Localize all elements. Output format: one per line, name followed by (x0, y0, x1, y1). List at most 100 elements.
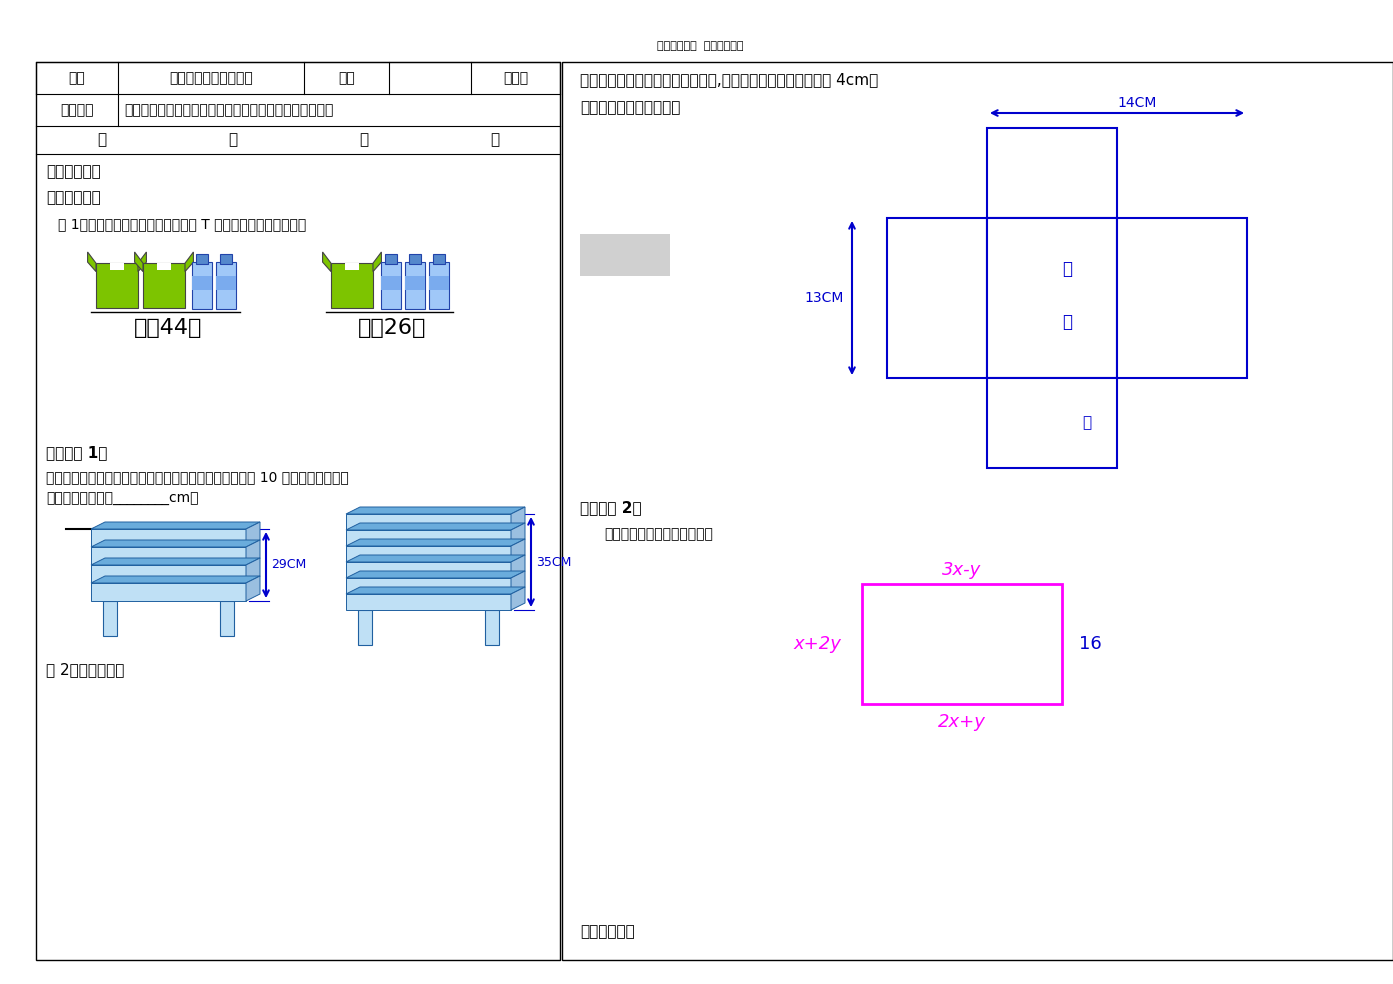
Bar (988, 218, 1117, 378)
Bar (988, 378, 1117, 468)
Bar (1117, 218, 1247, 378)
Text: 反馈练习 1：: 反馈练习 1： (46, 446, 107, 461)
Bar (988, 128, 1117, 218)
Text: 二元一次方程组的应用: 二元一次方程组的应用 (169, 71, 254, 85)
Bar (405, 276, 425, 289)
Text: 求这种药品包装盒的体积: 求这种药品包装盒的体积 (579, 100, 680, 115)
Polygon shape (247, 576, 260, 601)
Text: 过: 过 (359, 133, 368, 148)
Bar (485, 610, 499, 645)
Polygon shape (247, 558, 260, 583)
Bar (429, 276, 449, 289)
Bar (561, 62, 1393, 960)
Text: 求长方形各边的长度及其面积: 求长方形各边的长度及其面积 (605, 527, 713, 541)
Bar (192, 276, 212, 289)
Text: 共计44元: 共计44元 (134, 318, 202, 338)
Bar (345, 530, 511, 546)
Polygon shape (247, 522, 260, 547)
Polygon shape (511, 555, 525, 578)
Polygon shape (511, 587, 525, 610)
Polygon shape (511, 507, 525, 530)
Polygon shape (345, 571, 525, 578)
Polygon shape (345, 555, 525, 562)
Text: 共计26元: 共计26元 (358, 318, 426, 338)
Text: 35CM: 35CM (536, 556, 571, 569)
Polygon shape (135, 252, 143, 272)
Text: 例 1：根据图中给出的信息，求每件 T 恤和每瓶矿泉水的价格。: 例 1：根据图中给出的信息，求每件 T 恤和每瓶矿泉水的价格。 (59, 217, 306, 231)
Polygon shape (138, 252, 146, 272)
Bar (220, 254, 233, 264)
Polygon shape (88, 252, 96, 272)
Polygon shape (220, 598, 240, 601)
Text: 某种药品包装盒的侧面展开图所示,如果长方体盒子的长比宽多 4cm，: 某种药品包装盒的侧面展开图所示,如果长方体盒子的长比宽多 4cm， (579, 73, 878, 88)
Bar (344, 263, 359, 270)
Text: 长: 长 (1061, 313, 1073, 331)
Bar (103, 601, 117, 636)
Bar (345, 514, 511, 530)
Polygon shape (358, 607, 378, 610)
Text: 3x-y: 3x-y (943, 561, 982, 579)
Text: 程: 程 (490, 133, 499, 148)
Bar (46, 442, 128, 464)
Polygon shape (511, 523, 525, 546)
Polygon shape (345, 587, 525, 594)
Text: 个人收集整理  勿做商业用途: 个人收集整理 勿做商业用途 (656, 41, 744, 51)
Text: 课时: 课时 (338, 71, 355, 85)
Text: 在一起时，高度是________cm。: 在一起时，高度是________cm。 (46, 492, 198, 506)
Text: 高: 高 (1082, 415, 1092, 430)
Polygon shape (511, 539, 525, 562)
Polygon shape (511, 571, 525, 594)
Polygon shape (345, 539, 525, 546)
Text: 一．情景引入: 一．情景引入 (46, 164, 100, 179)
Bar (332, 263, 373, 308)
Bar (110, 263, 124, 270)
Bar (345, 578, 511, 594)
Bar (429, 263, 449, 309)
Bar (216, 263, 235, 309)
Bar (91, 565, 247, 583)
Bar (91, 529, 247, 547)
Text: 主备人: 主备人 (503, 71, 528, 85)
Text: 三、课堂小结: 三、课堂小结 (579, 925, 635, 940)
Bar (220, 601, 234, 636)
Bar (358, 610, 372, 645)
Text: 2x+y: 2x+y (937, 713, 986, 731)
Bar (91, 547, 247, 565)
Polygon shape (485, 607, 504, 610)
Polygon shape (323, 252, 332, 272)
Text: x+2y: x+2y (793, 635, 841, 653)
Bar (410, 254, 421, 264)
Polygon shape (247, 540, 260, 565)
Polygon shape (345, 523, 525, 530)
Bar (156, 263, 171, 270)
Bar (96, 263, 138, 308)
Bar (382, 276, 401, 289)
Text: 14CM: 14CM (1117, 96, 1156, 110)
Bar (405, 263, 425, 309)
Text: 反馈练习 2：: 反馈练习 2： (579, 501, 642, 516)
Bar (382, 263, 401, 309)
Bar (887, 218, 988, 378)
Bar (579, 234, 670, 276)
Text: 习: 习 (228, 133, 237, 148)
Bar (345, 562, 511, 578)
Polygon shape (91, 540, 260, 547)
Bar (579, 497, 662, 519)
Text: 13CM: 13CM (805, 291, 844, 305)
Polygon shape (91, 558, 260, 565)
Bar (36, 62, 560, 960)
Polygon shape (103, 598, 123, 601)
Bar (384, 254, 397, 264)
Text: 学习目标: 学习目标 (60, 103, 93, 117)
Text: 例 2：（中考题）: 例 2：（中考题） (46, 662, 124, 678)
Polygon shape (91, 576, 260, 583)
Text: 二．探究新知: 二．探究新知 (46, 191, 100, 206)
Bar (192, 263, 212, 309)
Text: 学: 学 (98, 133, 106, 148)
Bar (143, 263, 185, 308)
Text: 掌握利用图表中的信息列二元一次方程组解应用题的方法: 掌握利用图表中的信息列二元一次方程组解应用题的方法 (124, 103, 333, 117)
Text: 课题: 课题 (68, 71, 85, 85)
Bar (196, 254, 208, 264)
Polygon shape (345, 507, 525, 514)
Text: 29CM: 29CM (272, 559, 306, 572)
